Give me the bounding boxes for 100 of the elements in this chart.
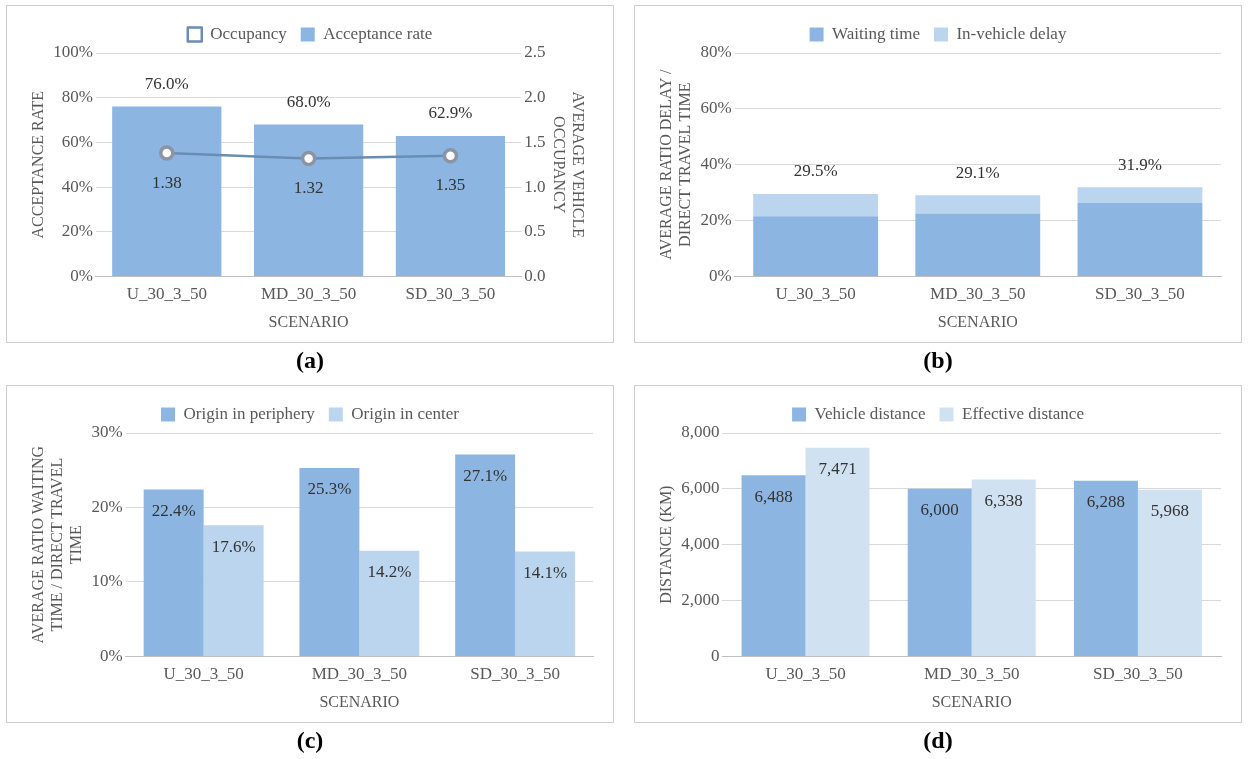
x-axis-title: SCENARIO (268, 312, 349, 330)
y-tick-label: 2,000 (681, 590, 720, 610)
x-tick-label: MD_30_3_50 (930, 284, 1026, 304)
legend-label: Origin in center (351, 403, 460, 423)
data-label: 6,338 (984, 490, 1023, 510)
x-axis-title: SCENARIO (319, 692, 400, 710)
y-axis-title: DISTANCE (KM) (656, 485, 675, 604)
y2-tick-label: 2.0 (524, 87, 546, 107)
bar (753, 194, 879, 217)
x-tick-label: MD_30_3_50 (311, 664, 408, 684)
x-tick-label: SD_30_3_50 (405, 284, 496, 304)
bar (299, 468, 360, 656)
bar (753, 216, 879, 276)
bar (1073, 480, 1138, 656)
bar (915, 195, 1041, 214)
y-tick-label: 0 (710, 645, 720, 665)
y-axis-title: AVERAGE RATIO WAITING TIME / DIRECT TRAVEL TIME (28, 445, 85, 644)
text: (a) (295, 347, 325, 374)
y-tick-label: 20% (91, 496, 123, 516)
data-label: 62.9% (428, 103, 473, 123)
x-tick-label: U_30_3_50 (775, 284, 856, 304)
data-label: 1.35 (435, 175, 466, 195)
x-tick-label: SD_30_3_50 (1093, 664, 1183, 684)
legend-label: In-vehicle delay (956, 23, 1067, 43)
x-tick-label: U_30_3_50 (163, 664, 244, 684)
y-tick-label: 40% (61, 176, 93, 196)
total-label: 29.5% (793, 161, 838, 181)
text: (d) (922, 727, 954, 754)
data-label: 1.32 (293, 177, 324, 197)
bar (203, 525, 264, 656)
legend-label: Effective distance (962, 403, 1084, 423)
y2-tick-label: 0.5 (524, 221, 546, 241)
bar (971, 479, 1036, 656)
y-tick-label: 0% (70, 265, 93, 285)
y2-tick-label: 2.5 (524, 42, 546, 62)
total-label: 29.1% (955, 162, 1000, 182)
x-tick-label: SD_30_3_50 (470, 664, 560, 684)
bar (143, 489, 204, 656)
data-label: 5,968 (1150, 501, 1190, 521)
legend-label: Origin in periphery (183, 403, 316, 423)
bar (1077, 202, 1203, 276)
y2-tick-label: 1.0 (524, 176, 546, 196)
y-tick-label: 30% (91, 422, 123, 442)
data-label: 6,488 (754, 486, 793, 506)
y2-tick-label: 1.5 (524, 131, 546, 151)
x-tick-label: U_30_3_50 (765, 664, 846, 684)
data-label: 14.1% (523, 562, 568, 582)
x-tick-label: SD_30_3_50 (1095, 284, 1185, 304)
bar (1137, 489, 1202, 656)
bar (395, 135, 506, 276)
legend-label: Waiting time (832, 23, 920, 43)
y-tick-label: 40% (700, 154, 732, 174)
bar (915, 213, 1041, 276)
x-tick-label: MD_30_3_50 (924, 664, 1020, 684)
data-label: 1.38 (151, 172, 182, 192)
y-tick-label: 0% (100, 645, 123, 665)
bar (907, 488, 972, 656)
text: (b) (922, 347, 954, 374)
data-label: 22.4% (151, 501, 196, 521)
legend-label: Occupancy (210, 23, 288, 43)
text: (c) (295, 727, 325, 754)
bar (455, 454, 516, 656)
y2-axis-title: AVERAGE VEHICLE OCCUPANCY (551, 91, 588, 238)
y-tick-label: 80% (61, 87, 93, 107)
data-label: 7,471 (818, 459, 857, 479)
y-tick-label: 60% (61, 131, 93, 151)
y-tick-label: 20% (700, 210, 732, 230)
x-axis-title: SCENARIO (937, 312, 1018, 330)
y-tick-label: 80% (700, 42, 732, 62)
y-tick-label: 6,000 (681, 478, 720, 498)
y-tick-label: 0% (708, 265, 732, 285)
bar (805, 447, 870, 656)
data-label: 76.0% (144, 74, 189, 94)
bar (112, 106, 222, 276)
bar (359, 550, 420, 656)
y-tick-label: 20% (61, 221, 93, 241)
data-label: 6,288 (1086, 492, 1126, 512)
data-label: 25.3% (307, 479, 352, 499)
data-label: 17.6% (211, 536, 256, 556)
y-axis-title: AVERAGE RATIO DELAY / DIRECT TRAVEL TIME (656, 69, 693, 260)
y-tick-label: 10% (91, 571, 123, 591)
y2-tick-label: 0.0 (524, 265, 546, 285)
bar (1077, 187, 1203, 203)
bar (741, 475, 806, 656)
y-tick-label: 60% (700, 98, 732, 118)
bar (515, 551, 576, 656)
data-label: 14.2% (367, 562, 412, 582)
x-axis-title: SCENARIO (931, 692, 1012, 710)
x-tick-label: MD_30_3_50 (260, 284, 357, 304)
y-tick-label: 4,000 (681, 534, 720, 554)
y-tick-label: 100% (53, 42, 93, 62)
bar (254, 124, 364, 276)
legend-label: Acceptance rate (323, 23, 433, 43)
x-tick-label: U_30_3_50 (126, 284, 207, 304)
y-axis-title: ACCEPTANCE RATE (28, 90, 46, 239)
data-label: 68.0% (286, 91, 331, 111)
total-label: 31.9% (1117, 154, 1162, 174)
legend-label: Vehicle distance (814, 403, 926, 423)
data-label: 27.1% (463, 466, 508, 486)
data-label: 6,000 (920, 500, 959, 520)
